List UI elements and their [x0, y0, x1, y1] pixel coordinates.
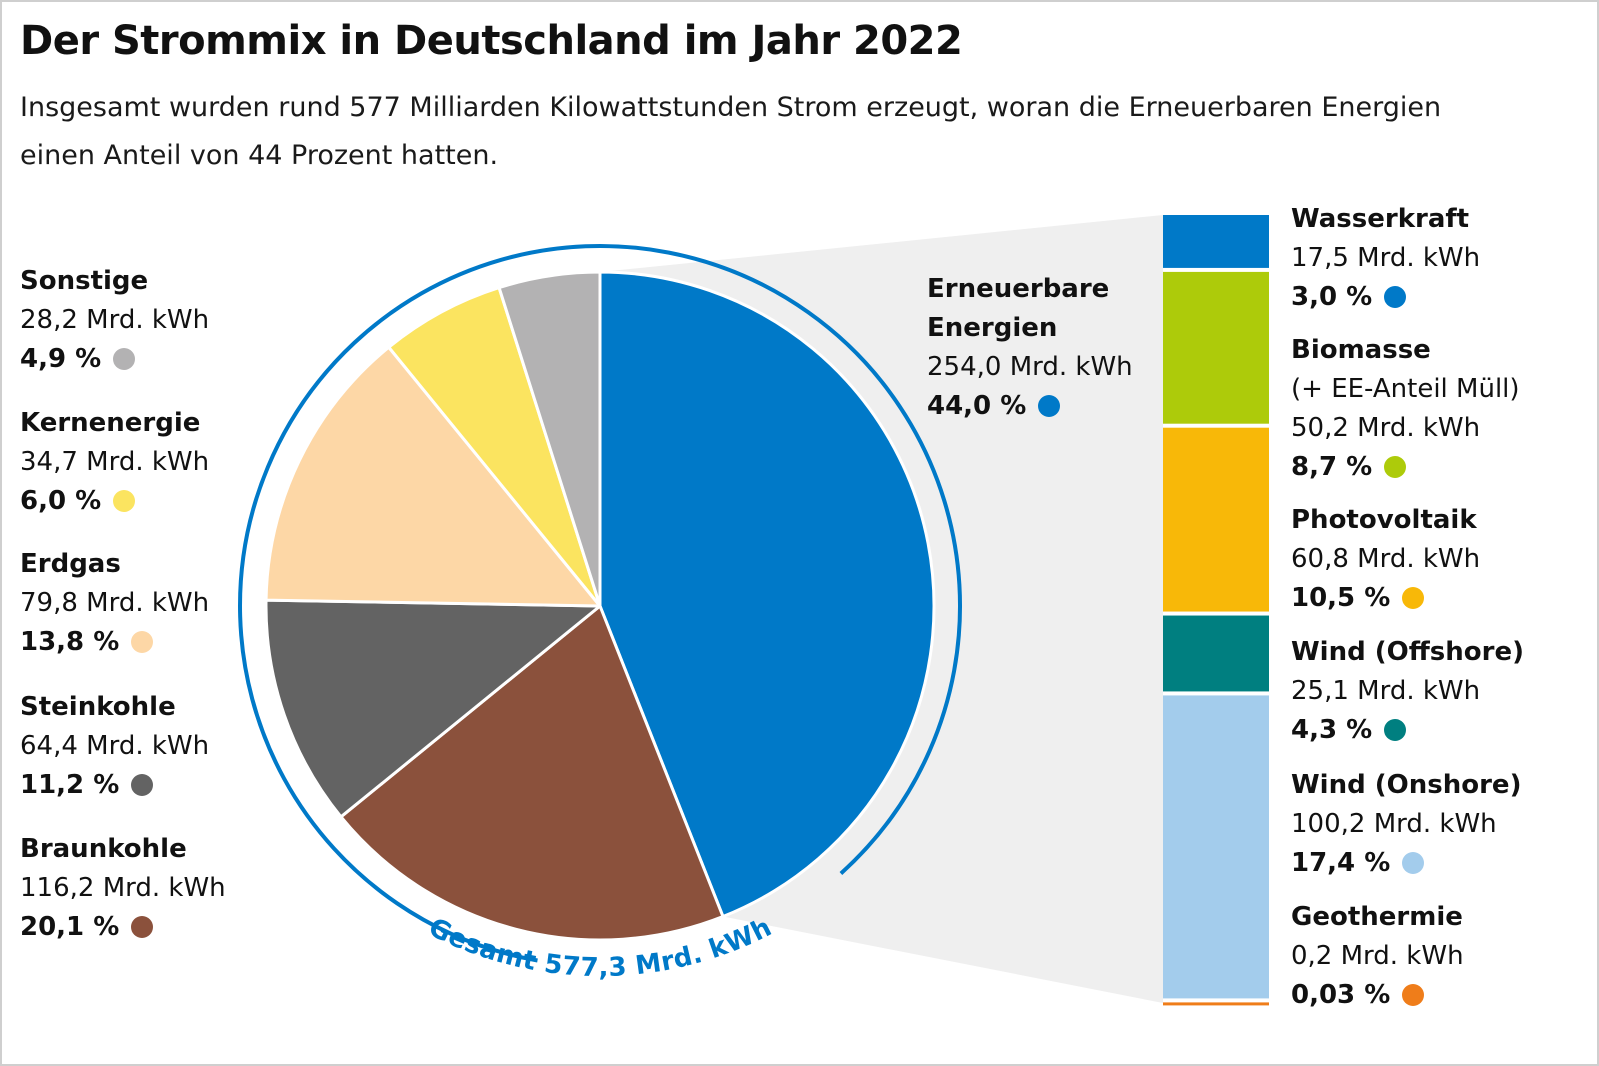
legend-dot [113, 490, 136, 512]
label-percent: 4,9 % [20, 344, 102, 374]
label-percent: 0,03 % [1291, 980, 1391, 1010]
label-wind-offshore: Wind (Offshore) 25,1 Mrd. kWh 4,3 % [1291, 633, 1524, 750]
label-sonstige: Sonstige 28,2 Mrd. kWh 4,9 % [20, 262, 209, 379]
label-braunkohle: Braunkohle 116,2 Mrd. kWh 20,1 % [20, 830, 226, 947]
bar-segment-photovoltaik [1163, 427, 1269, 612]
label-photovoltaik: Photovoltaik 60,8 Mrd. kWh 10,5 % [1291, 501, 1480, 618]
label-percent: 4,3 % [1291, 715, 1373, 745]
label-name: Erdgas [20, 549, 121, 579]
pie-slice-erneuerbare-energien [598, 270, 936, 919]
legend-dot [131, 631, 154, 653]
label-value: 116,2 Mrd. kWh [20, 873, 226, 903]
label-name: Kernenergie [20, 408, 201, 438]
label-name: Energien [927, 313, 1058, 343]
pie-slice-braunkohle [339, 604, 725, 942]
label-percent: 6,0 % [20, 486, 102, 516]
label-value: 100,2 Mrd. kWh [1291, 809, 1497, 839]
bar-segment-wind-onshore [1163, 695, 1269, 999]
label-geothermie: Geothermie 0,2 Mrd. kWh 0,03 % [1291, 898, 1464, 1015]
label-wind-onshore: Wind (Onshore) 100,2 Mrd. kWh 17,4 % [1291, 766, 1521, 883]
legend-dot [1402, 587, 1425, 609]
label-percent: 44,0 % [927, 391, 1027, 421]
label-name: Photovoltaik [1291, 505, 1477, 535]
label-name: Geothermie [1291, 902, 1463, 932]
label-value: 28,2 Mrd. kWh [20, 305, 210, 335]
label-kernenergie: Kernenergie 34,7 Mrd. kWh 6,0 % [20, 404, 209, 521]
legend-dot [1384, 286, 1407, 308]
label-name: Erneuerbare [927, 274, 1110, 304]
pie-chart [264, 270, 936, 942]
label-percent: 3,0 % [1291, 282, 1373, 312]
label-name: Sonstige [20, 266, 149, 296]
label-name: Wind (Onshore) [1291, 770, 1522, 800]
label-percent: 11,2 % [20, 770, 120, 800]
label-value: 0,2 Mrd. kWh [1291, 941, 1464, 971]
chart-title: Der Strommix in Deutschland im Jahr 2022 [20, 18, 963, 64]
legend-dot [1038, 395, 1061, 417]
label-name: Biomasse [1291, 335, 1431, 365]
breakout-connector [600, 215, 1163, 1003]
label-value: 25,1 Mrd. kWh [1291, 676, 1481, 706]
label-name: Steinkohle [20, 692, 176, 722]
bar-segment-geothermie [1163, 1002, 1269, 1006]
pie-slice-kernenergie [387, 286, 602, 608]
label-percent: 17,4 % [1291, 848, 1391, 878]
label-value: 64,4 Mrd. kWh [20, 731, 210, 761]
chart-subtitle: Insgesamt wurden rund 577 Milliarden Kil… [20, 92, 1442, 171]
label-erdgas: Erdgas 79,8 Mrd. kWh 13,8 % [20, 545, 209, 662]
label-percent: 8,7 % [1291, 452, 1373, 482]
legend-dot [1402, 984, 1425, 1006]
label-percent: 20,1 % [20, 912, 120, 942]
pie-slice-sonstige [497, 270, 602, 608]
label-value: 60,8 Mrd. kWh [1291, 544, 1481, 574]
label-value: 254,0 Mrd. kWh [927, 352, 1133, 382]
label-erneuerbare-energien: Erneuerbare Energien 254,0 Mrd. kWh 44,0 % [927, 270, 1133, 426]
legend-dot [1402, 852, 1425, 874]
label-name: Wasserkraft [1291, 204, 1470, 234]
legend-dot [131, 774, 154, 796]
legend-dot [1384, 719, 1407, 741]
pie-slice-erdgas [264, 345, 602, 608]
pie-slice-steinkohle [264, 598, 602, 819]
label-biomasse-ee-anteil-müll: Biomasse (+ EE-Anteil Müll) 50,2 Mrd. kWh 8… [1291, 331, 1520, 487]
legend-dot [131, 916, 154, 938]
label-wasserkraft: Wasserkraft 17,5 Mrd. kWh 3,0 % [1291, 200, 1480, 317]
label-value: 50,2 Mrd. kWh [1291, 413, 1481, 443]
bar-segment-wasserkraft [1163, 215, 1269, 268]
legend-dot [1384, 456, 1407, 478]
bar-segment-biomasse-ee-anteil-müll [1163, 271, 1269, 424]
label-name: (+ EE-Anteil Müll) [1291, 374, 1520, 404]
label-value: 79,8 Mrd. kWh [20, 588, 210, 618]
breakout-wedge [600, 215, 1163, 1003]
label-name: Wind (Offshore) [1291, 637, 1524, 667]
total-ring [238, 243, 963, 963]
bar-segment-wind-offshore [1163, 615, 1269, 692]
label-value: 17,5 Mrd. kWh [1291, 243, 1481, 273]
stacked-bar [1163, 215, 1269, 1006]
label-value: 34,7 Mrd. kWh [20, 447, 210, 477]
label-percent: 10,5 % [1291, 583, 1391, 613]
label-percent: 13,8 % [20, 627, 120, 657]
label-steinkohle: Steinkohle 64,4 Mrd. kWh 11,2 % [20, 688, 209, 805]
legend-dot [113, 348, 136, 370]
label-name: Braunkohle [20, 834, 187, 864]
